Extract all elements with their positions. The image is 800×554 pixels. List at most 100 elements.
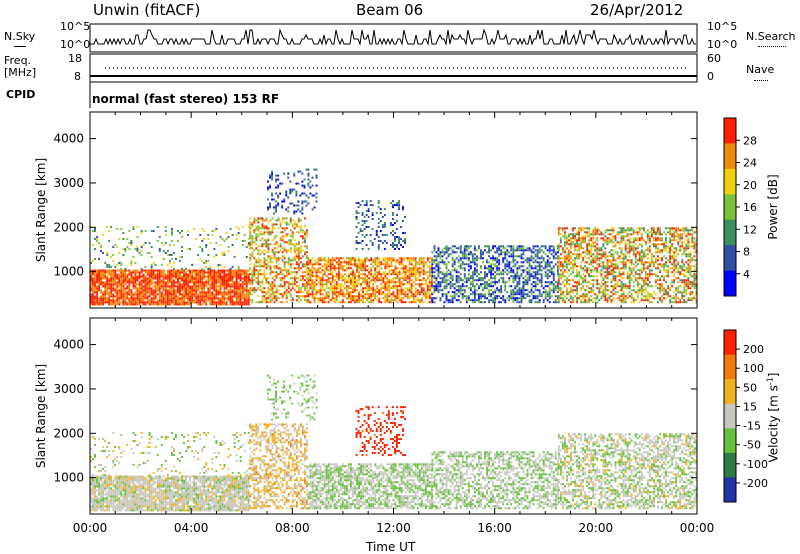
heatmap-cell <box>606 273 609 276</box>
heatmap-cell <box>291 237 294 240</box>
heatmap-cell <box>164 289 167 292</box>
heatmap-cell <box>283 217 286 220</box>
heatmap-cell <box>420 299 423 302</box>
heatmap-cell <box>447 299 450 302</box>
heatmap-cell <box>243 240 246 242</box>
heatmap-cell <box>235 238 238 240</box>
heatmap-cell <box>185 279 187 282</box>
heatmap-cell <box>122 277 125 280</box>
heatmap-cell <box>289 217 292 220</box>
heatmap-cell <box>422 269 425 272</box>
heatmap-cell <box>482 253 484 256</box>
heatmap-cell <box>306 277 308 280</box>
heatmap-cell <box>309 263 312 266</box>
heatmap-cell <box>267 227 270 230</box>
heatmap-cell <box>480 267 482 270</box>
heatmap-cell <box>299 267 302 270</box>
heatmap-cell <box>584 279 587 282</box>
heatmap-cell <box>355 248 358 250</box>
heatmap-cell <box>418 301 421 304</box>
heatmap-cell <box>412 271 415 274</box>
heatmap-cell <box>205 295 208 298</box>
heatmap-cell <box>279 239 282 242</box>
heatmap-cell <box>193 299 196 302</box>
heatmap-cell <box>321 265 324 268</box>
heatmap-cell <box>582 293 585 296</box>
heatmap-cell <box>307 271 310 274</box>
heatmap-cell <box>164 285 167 288</box>
heatmap-cell <box>287 196 290 199</box>
heatmap-cell <box>146 301 149 304</box>
heatmap-cell <box>378 259 381 262</box>
heatmap-cell <box>608 255 611 258</box>
heatmap-cell <box>175 281 177 284</box>
heatmap-cell <box>467 277 470 280</box>
heatmap-cell <box>325 293 328 296</box>
heatmap-cell <box>465 245 468 248</box>
heatmap-cell <box>271 176 273 179</box>
heatmap-cell <box>390 301 393 304</box>
heatmap-cell <box>267 283 270 286</box>
heatmap-cell <box>311 273 314 276</box>
heatmap-cell <box>526 281 529 284</box>
heatmap-cell <box>148 301 151 304</box>
heatmap-cell <box>584 293 587 296</box>
heatmap-cell <box>138 291 141 294</box>
heatmap-cell <box>435 251 438 254</box>
heatmap-cell <box>592 233 595 236</box>
heatmap-cell <box>269 285 272 288</box>
heatmap-cell <box>136 301 139 304</box>
heatmap-cell <box>140 271 143 274</box>
heatmap-cell <box>140 301 143 304</box>
heatmap-cell <box>538 289 541 292</box>
heatmap-cell <box>112 254 115 256</box>
heatmap-cell <box>108 230 111 232</box>
heatmap-cell <box>402 301 405 304</box>
heatmap-cell <box>231 295 234 298</box>
heatmap-cell <box>400 238 402 240</box>
heatmap-cell <box>158 236 161 238</box>
heatmap-cell <box>352 299 354 302</box>
heatmap-cell <box>273 291 276 294</box>
heatmap-cell <box>235 301 238 304</box>
heatmap-cell <box>203 238 206 240</box>
heatmap-cell <box>604 235 607 238</box>
heatmap-cell <box>390 222 392 224</box>
heatmap-cell <box>457 281 460 284</box>
heatmap-cell <box>279 271 282 274</box>
heatmap-cell <box>548 245 551 248</box>
heatmap-cell <box>414 259 417 262</box>
heatmap-cell <box>467 263 470 266</box>
heatmap-cell <box>311 263 314 266</box>
heatmap-cell <box>572 259 574 262</box>
heatmap-cell <box>263 271 266 274</box>
heatmap-cell <box>114 283 117 286</box>
heatmap-cell <box>217 271 220 274</box>
heatmap-cell <box>152 277 155 280</box>
heatmap-cell <box>134 275 137 278</box>
heatmap-cell <box>136 291 139 294</box>
heatmap-cell <box>271 257 274 260</box>
heatmap-cell <box>378 257 381 260</box>
heatmap-cell <box>281 259 284 262</box>
heatmap-cell <box>424 271 427 274</box>
heatmap-cell <box>514 255 517 258</box>
heatmap-cell <box>538 301 541 304</box>
heatmap-cell <box>295 190 298 193</box>
heatmap-cell <box>193 279 196 282</box>
heatmap-cell <box>422 289 425 292</box>
heatmap-cell <box>416 269 419 272</box>
heatmap-cell <box>552 301 555 304</box>
heatmap-cell <box>390 273 393 276</box>
heatmap-cell <box>162 250 165 252</box>
heatmap-cell <box>120 287 123 290</box>
heatmap-cell <box>404 295 407 298</box>
heatmap-cell <box>265 227 268 230</box>
heatmap-cell <box>431 263 434 266</box>
heatmap-cell <box>273 243 276 246</box>
heatmap-cell <box>301 229 304 232</box>
heatmap-cell <box>365 226 368 228</box>
heatmap-cell <box>297 265 300 268</box>
heatmap-cell <box>402 289 405 292</box>
heatmap-cell <box>596 255 599 258</box>
